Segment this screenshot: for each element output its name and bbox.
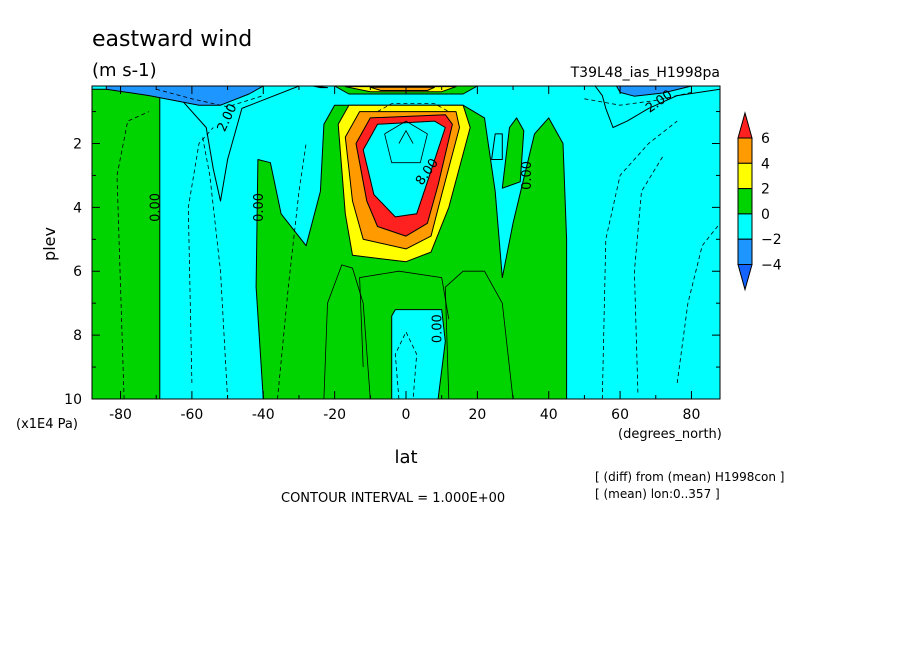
solid-contour-lines: [323, 120, 514, 399]
dashed-contour-9: [156, 88, 264, 108]
dashed-contour-5: [633, 156, 664, 393]
note-diff-from-mean: [ (diff) from (mean) H1998con ]: [595, 470, 784, 484]
x-tick-label-2: -40: [252, 407, 275, 423]
colorbar-cell-4: [737, 213, 753, 240]
y-tick-label-2: 6: [73, 264, 82, 280]
x-tick-label-4: 0: [402, 407, 411, 423]
run-label: T39L48_ias_H1998pa: [570, 65, 720, 81]
x-tick-label-5: 20: [468, 407, 486, 423]
x-tick-label-8: 80: [683, 407, 701, 423]
x-tick-label-1: -60: [180, 407, 203, 423]
y-tick-label-3: 8: [73, 328, 82, 344]
dashed-contour-2: [202, 137, 228, 399]
x-tick-label-6: 40: [540, 407, 558, 423]
dashed-contour-1: [187, 127, 214, 384]
x-tick-label-0: -80: [109, 407, 132, 423]
colorbar-label-5: −4: [761, 258, 782, 274]
dashed-contour-6: [676, 223, 720, 384]
contour-region-level-neg2-7: [491, 133, 503, 160]
y-tick-label-4: 10: [64, 392, 82, 408]
contour-region-level-0-2: [501, 117, 525, 189]
dashed-contour-0: [116, 111, 150, 399]
x-axis-label: lat: [394, 447, 417, 468]
note-mean-lon: [ (mean) lon:0..357 ]: [595, 487, 720, 501]
x-axis-units: (degrees_north): [618, 427, 722, 442]
solid-contour-4: [384, 120, 428, 164]
solid-contour-2: [359, 270, 450, 368]
x-tick-label-7: 60: [611, 407, 629, 423]
colorbar-cell-3: [737, 188, 753, 215]
contour-region-level-4-12: [369, 86, 435, 91]
y-tick-label-1: 4: [73, 200, 82, 216]
colorbar-label-0: 6: [761, 131, 770, 147]
x-tick-label-3: -20: [323, 407, 346, 423]
contour-region-level-neg2-4: [391, 309, 446, 399]
solid-contour-3: [398, 129, 414, 144]
y-tick-label-0: 2: [73, 136, 82, 152]
y-axis-units: (x1E4 Pa): [16, 417, 78, 432]
colorbar-cell-1: [737, 137, 753, 164]
y-axis: 2 4 6 8 10: [64, 111, 720, 408]
colorbar: 6 4 2 0 −2 −4: [737, 111, 782, 292]
dashed-contour-lines: [116, 88, 720, 399]
colorbar-label-4: −2: [761, 232, 782, 248]
chart-units: (m s-1): [92, 60, 157, 81]
colorbar-cell-5: [737, 238, 753, 265]
solid-contour-1: [444, 270, 514, 399]
solid-contour-0: [323, 264, 371, 399]
plot-area: 0.00 0.002.000.008.00 0.002.00: [91, 85, 721, 400]
y-axis-label: plev: [40, 227, 59, 261]
dashed-contour-8: [377, 103, 449, 112]
colorbar-label-2: 2: [761, 182, 770, 198]
contour-label-3: 0.00: [431, 314, 446, 343]
contour-region-level-neg4-9: [616, 86, 692, 97]
colorbar-label-1: 4: [761, 156, 770, 172]
dashed-contour-7: [394, 330, 418, 399]
contour-region-level-neg2-6: [594, 86, 720, 128]
contour-label-1: 0.00: [252, 193, 267, 222]
dashed-contour-3: [277, 143, 307, 399]
contour-region-level-0-0: [92, 86, 161, 399]
x-axis: -80 -60 -40 -20 0 20 40 60 80: [109, 86, 700, 423]
colorbar-bottom-triangle: [737, 264, 753, 292]
contour-interval-text: CONTOUR INTERVAL = 1.000E+00: [281, 491, 505, 506]
colorbar-top-triangle: [737, 111, 753, 139]
colorbar-label-3: 0: [761, 207, 770, 223]
chart-title: eastward wind: [92, 27, 252, 52]
dashed-contour-4: [601, 120, 678, 399]
contour-label-5: 0.00: [520, 161, 535, 190]
contour-label-0: 0.00: [149, 193, 164, 222]
contour-region-level-neg4-8: [105, 86, 264, 106]
colorbar-cell-2: [737, 162, 753, 190]
